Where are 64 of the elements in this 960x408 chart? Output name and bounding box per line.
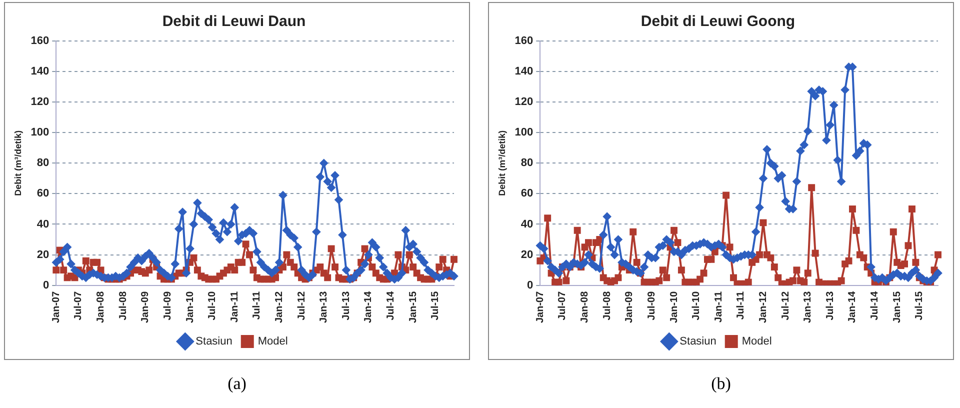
x-tick-label: Jan-15 bbox=[408, 290, 419, 324]
x-tick-label: Jan-08 bbox=[96, 290, 107, 324]
y-axis-title: Debit (m³/detik) bbox=[12, 130, 23, 196]
y-tick-label: 60 bbox=[36, 188, 50, 200]
x-tick-label: Jul-15 bbox=[914, 290, 926, 320]
x-tick-label: Jan-09 bbox=[624, 290, 636, 324]
x-tick-label: Jan-07 bbox=[50, 290, 62, 324]
x-tick-label: Jul-08 bbox=[118, 290, 129, 320]
legend-label: Model bbox=[258, 336, 288, 348]
y-tick-label: 100 bbox=[30, 126, 50, 139]
x-tick-label: Jan-11 bbox=[713, 290, 724, 322]
y-tick-label: 40 bbox=[520, 218, 534, 230]
y-axis-title: Debit (m³/detik) bbox=[496, 130, 507, 196]
x-tick-label: Jul-14 bbox=[386, 290, 397, 320]
x-tick-label: Jul-11 bbox=[252, 290, 263, 320]
x-tick-label: Jul-11 bbox=[736, 290, 747, 320]
y-tick-label: 160 bbox=[30, 35, 50, 48]
x-tick-label: Jan-07 bbox=[534, 290, 546, 324]
text: (a) bbox=[226, 374, 248, 394]
x-tick-label: Jan-13 bbox=[802, 290, 814, 324]
x-tick-label: Jul-12 bbox=[780, 290, 792, 320]
x-tick-label: Jan-12 bbox=[758, 290, 769, 324]
x-tick-label: Jul-13 bbox=[340, 290, 352, 320]
legend-label: Stasiun bbox=[680, 336, 716, 348]
x-tick-label: Jul-10 bbox=[691, 290, 702, 320]
x-tick-label: Jul-10 bbox=[207, 290, 218, 320]
x-tick-label: Jul-13 bbox=[824, 290, 836, 320]
y-tick-label: 20 bbox=[36, 248, 50, 261]
y-tick-label: 120 bbox=[514, 96, 534, 108]
x-tick-label: Jan-10 bbox=[668, 290, 680, 324]
x-tick-label: Jan-10 bbox=[184, 290, 196, 324]
x-tick-label: Jul-07 bbox=[73, 290, 84, 320]
y-tick-label: 40 bbox=[36, 218, 50, 230]
y-tick-label: 0 bbox=[43, 279, 50, 292]
x-tick-label: Jan-09 bbox=[140, 290, 152, 324]
x-tick-label: Jul-08 bbox=[602, 290, 613, 320]
chart-title: Debit di Leuwi Goong bbox=[640, 13, 796, 30]
y-tick-label: 140 bbox=[30, 66, 50, 78]
x-tick-label: Jul-14 bbox=[870, 290, 881, 320]
x-tick-label: Jan-08 bbox=[580, 290, 591, 324]
y-tick-label: 160 bbox=[514, 35, 534, 48]
x-tick-label: Jan-12 bbox=[274, 290, 285, 324]
y-tick-label: 120 bbox=[30, 96, 50, 108]
y-tick-label: 80 bbox=[520, 157, 534, 170]
y-tick-label: 140 bbox=[514, 66, 534, 78]
y-tick-label: 100 bbox=[514, 126, 534, 139]
x-tick-label: Jul-12 bbox=[296, 290, 308, 320]
y-tick-label: 60 bbox=[520, 188, 534, 200]
legend-label: Model bbox=[742, 336, 772, 348]
y-tick-label: 20 bbox=[520, 248, 534, 261]
x-tick-label: Jul-15 bbox=[430, 290, 442, 320]
chart-title: Debit di Leuwi Daun bbox=[162, 13, 306, 30]
x-tick-label: Jan-13 bbox=[318, 290, 330, 324]
x-tick-label: Jan-14 bbox=[363, 290, 374, 324]
x-tick-label: Jan-11 bbox=[229, 290, 240, 322]
x-tick-label: Jan-15 bbox=[892, 290, 903, 324]
text: (b) bbox=[710, 374, 732, 394]
x-tick-label: Jul-09 bbox=[162, 290, 174, 320]
x-tick-label: Jan-14 bbox=[847, 290, 858, 324]
x-tick-label: Jul-09 bbox=[646, 290, 658, 320]
x-tick-label: Jul-07 bbox=[557, 290, 568, 320]
y-tick-label: 80 bbox=[36, 157, 50, 170]
y-tick-label: 0 bbox=[527, 279, 534, 292]
legend-label: Stasiun bbox=[196, 336, 232, 348]
